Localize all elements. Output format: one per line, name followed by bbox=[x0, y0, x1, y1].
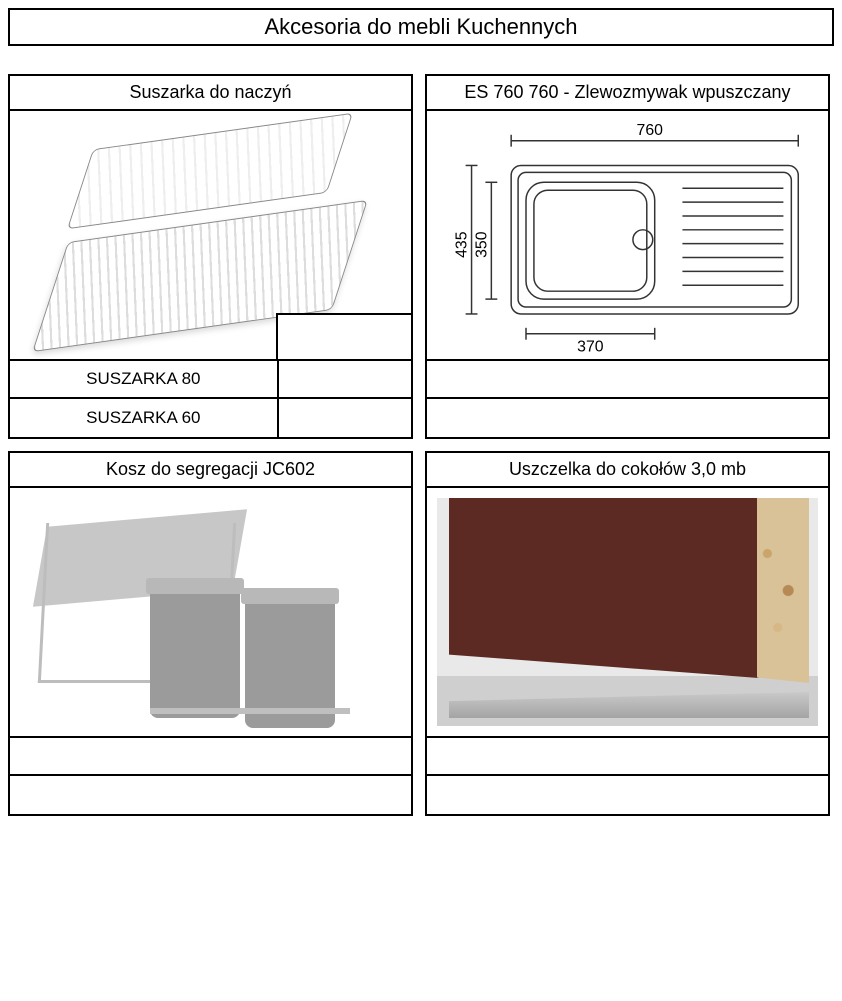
product-card-plinth-seal: Uszczelka do cokołów 3,0 mb bbox=[425, 451, 830, 816]
card-header: Suszarka do naczyń bbox=[10, 76, 411, 111]
image-inset-cell bbox=[276, 313, 411, 359]
product-card-dish-rack: Suszarka do naczyń SUSZARKA 80 SUSZARKA … bbox=[8, 74, 413, 439]
variant-row: SUSZARKA 80 bbox=[10, 361, 411, 399]
card-header: Kosz do segregacji JC602 bbox=[10, 453, 411, 488]
sink-diagram-icon: 760 370 435 350 bbox=[427, 111, 828, 359]
product-card-sink: ES 760 760 - Zlewozmywak wpuszczany bbox=[425, 74, 830, 439]
variant-row bbox=[10, 776, 411, 814]
variant-label: SUSZARKA 80 bbox=[10, 361, 279, 397]
variant-row: SUSZARKA 60 bbox=[10, 399, 411, 437]
card-header: Uszczelka do cokołów 3,0 mb bbox=[427, 453, 828, 488]
product-card-waste-bin: Kosz do segregacji JC602 bbox=[8, 451, 413, 816]
dim-label: 350 bbox=[473, 231, 490, 258]
product-image bbox=[10, 488, 411, 738]
dim-label: 370 bbox=[577, 339, 604, 356]
card-header: ES 760 760 - Zlewozmywak wpuszczany bbox=[427, 76, 828, 111]
product-image bbox=[427, 488, 828, 738]
waste-bin-icon bbox=[10, 488, 411, 736]
dim-label: 760 bbox=[637, 122, 664, 139]
plinth-seal-icon bbox=[427, 488, 828, 736]
variant-row bbox=[427, 776, 828, 814]
variant-label: SUSZARKA 60 bbox=[10, 399, 279, 437]
variant-row bbox=[10, 738, 411, 776]
product-image bbox=[10, 111, 411, 361]
variant-row bbox=[427, 399, 828, 437]
dim-label: 435 bbox=[454, 231, 471, 258]
product-grid: Suszarka do naczyń SUSZARKA 80 SUSZARKA … bbox=[8, 74, 834, 816]
product-image: 760 370 435 350 bbox=[427, 111, 828, 361]
variant-row bbox=[427, 738, 828, 776]
page-title: Akcesoria do mebli Kuchennych bbox=[8, 8, 834, 46]
dish-rack-icon bbox=[40, 131, 380, 341]
variant-row bbox=[427, 361, 828, 399]
